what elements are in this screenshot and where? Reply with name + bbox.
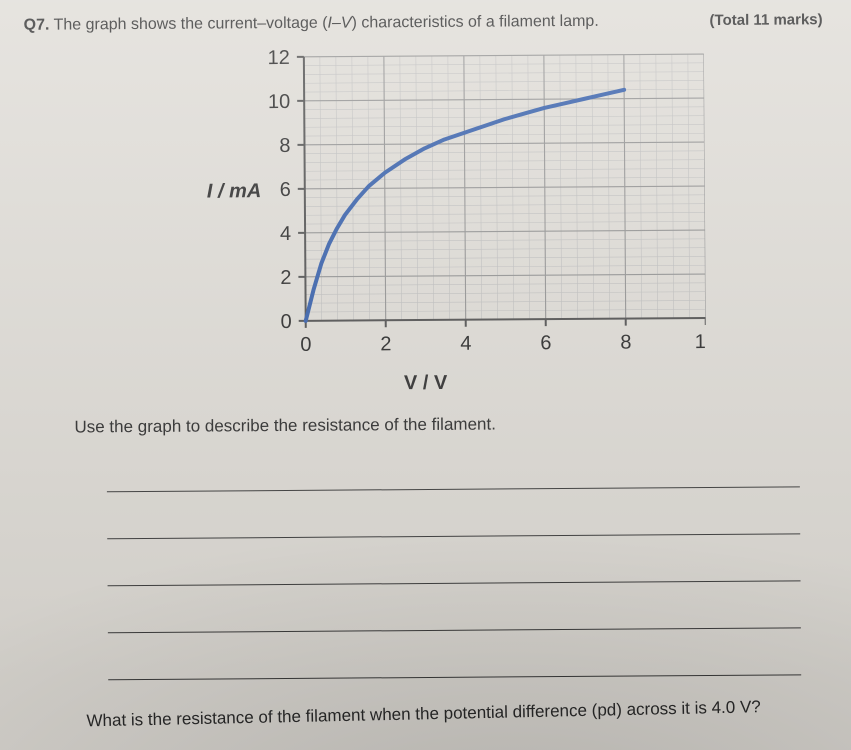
answer-line[interactable]	[107, 450, 800, 492]
x-tick-label: 4	[460, 333, 471, 355]
total-marks: (Total 11 marks)	[709, 11, 822, 29]
answer-line[interactable]	[107, 544, 800, 586]
y-tick-label: 0	[280, 311, 291, 333]
x-axis-label: V / V	[404, 372, 448, 394]
question-text-b: ) characteristics of a filament lamp.	[351, 13, 598, 32]
x-tick-label: 10	[694, 331, 705, 353]
x-tick-label: 6	[540, 332, 551, 354]
answer-line[interactable]	[108, 638, 801, 680]
chart-svg: 0 2 4 6 8 10 12 0 2 4 6 8 10 I / mA	[143, 36, 705, 370]
x-tick-label: 2	[380, 333, 391, 355]
answer-lines	[107, 450, 798, 680]
answer-line[interactable]	[108, 591, 801, 633]
x-tick-label: 8	[620, 332, 631, 354]
prompt-resistance: What is the resistance of the filament w…	[86, 696, 797, 731]
y-tick-label: 6	[279, 179, 290, 201]
x-tick-label: 0	[300, 334, 311, 356]
y-tick-label: 10	[267, 91, 289, 113]
iv-chart: 0 2 4 6 8 10 12 0 2 4 6 8 10 I / mA	[143, 36, 705, 370]
y-axis-label: I / mA	[206, 180, 261, 202]
question-text-ital: I–V	[327, 15, 351, 32]
y-tick-label: 8	[279, 135, 290, 157]
y-tick-label: 4	[279, 223, 290, 245]
y-tick-label: 2	[280, 267, 291, 289]
question-number: Q7.	[24, 17, 50, 34]
prompt-describe: Use the graph to describe the resistance…	[74, 412, 825, 437]
answer-line[interactable]	[107, 497, 800, 539]
question-text-a: The graph shows the current–voltage (	[49, 15, 327, 34]
question-line: Q7. The graph shows the current–voltage …	[24, 13, 599, 35]
y-tick-label: 12	[267, 47, 289, 69]
